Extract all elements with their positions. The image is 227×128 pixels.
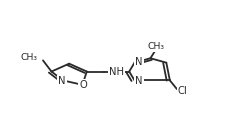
Text: CH₃: CH₃ (147, 42, 163, 51)
Text: N: N (135, 76, 142, 86)
Text: NH: NH (109, 67, 124, 77)
Text: Cl: Cl (177, 86, 187, 97)
Text: O: O (79, 80, 87, 90)
Text: N: N (58, 76, 66, 86)
Text: N: N (135, 57, 142, 67)
Text: CH₃: CH₃ (21, 53, 37, 62)
